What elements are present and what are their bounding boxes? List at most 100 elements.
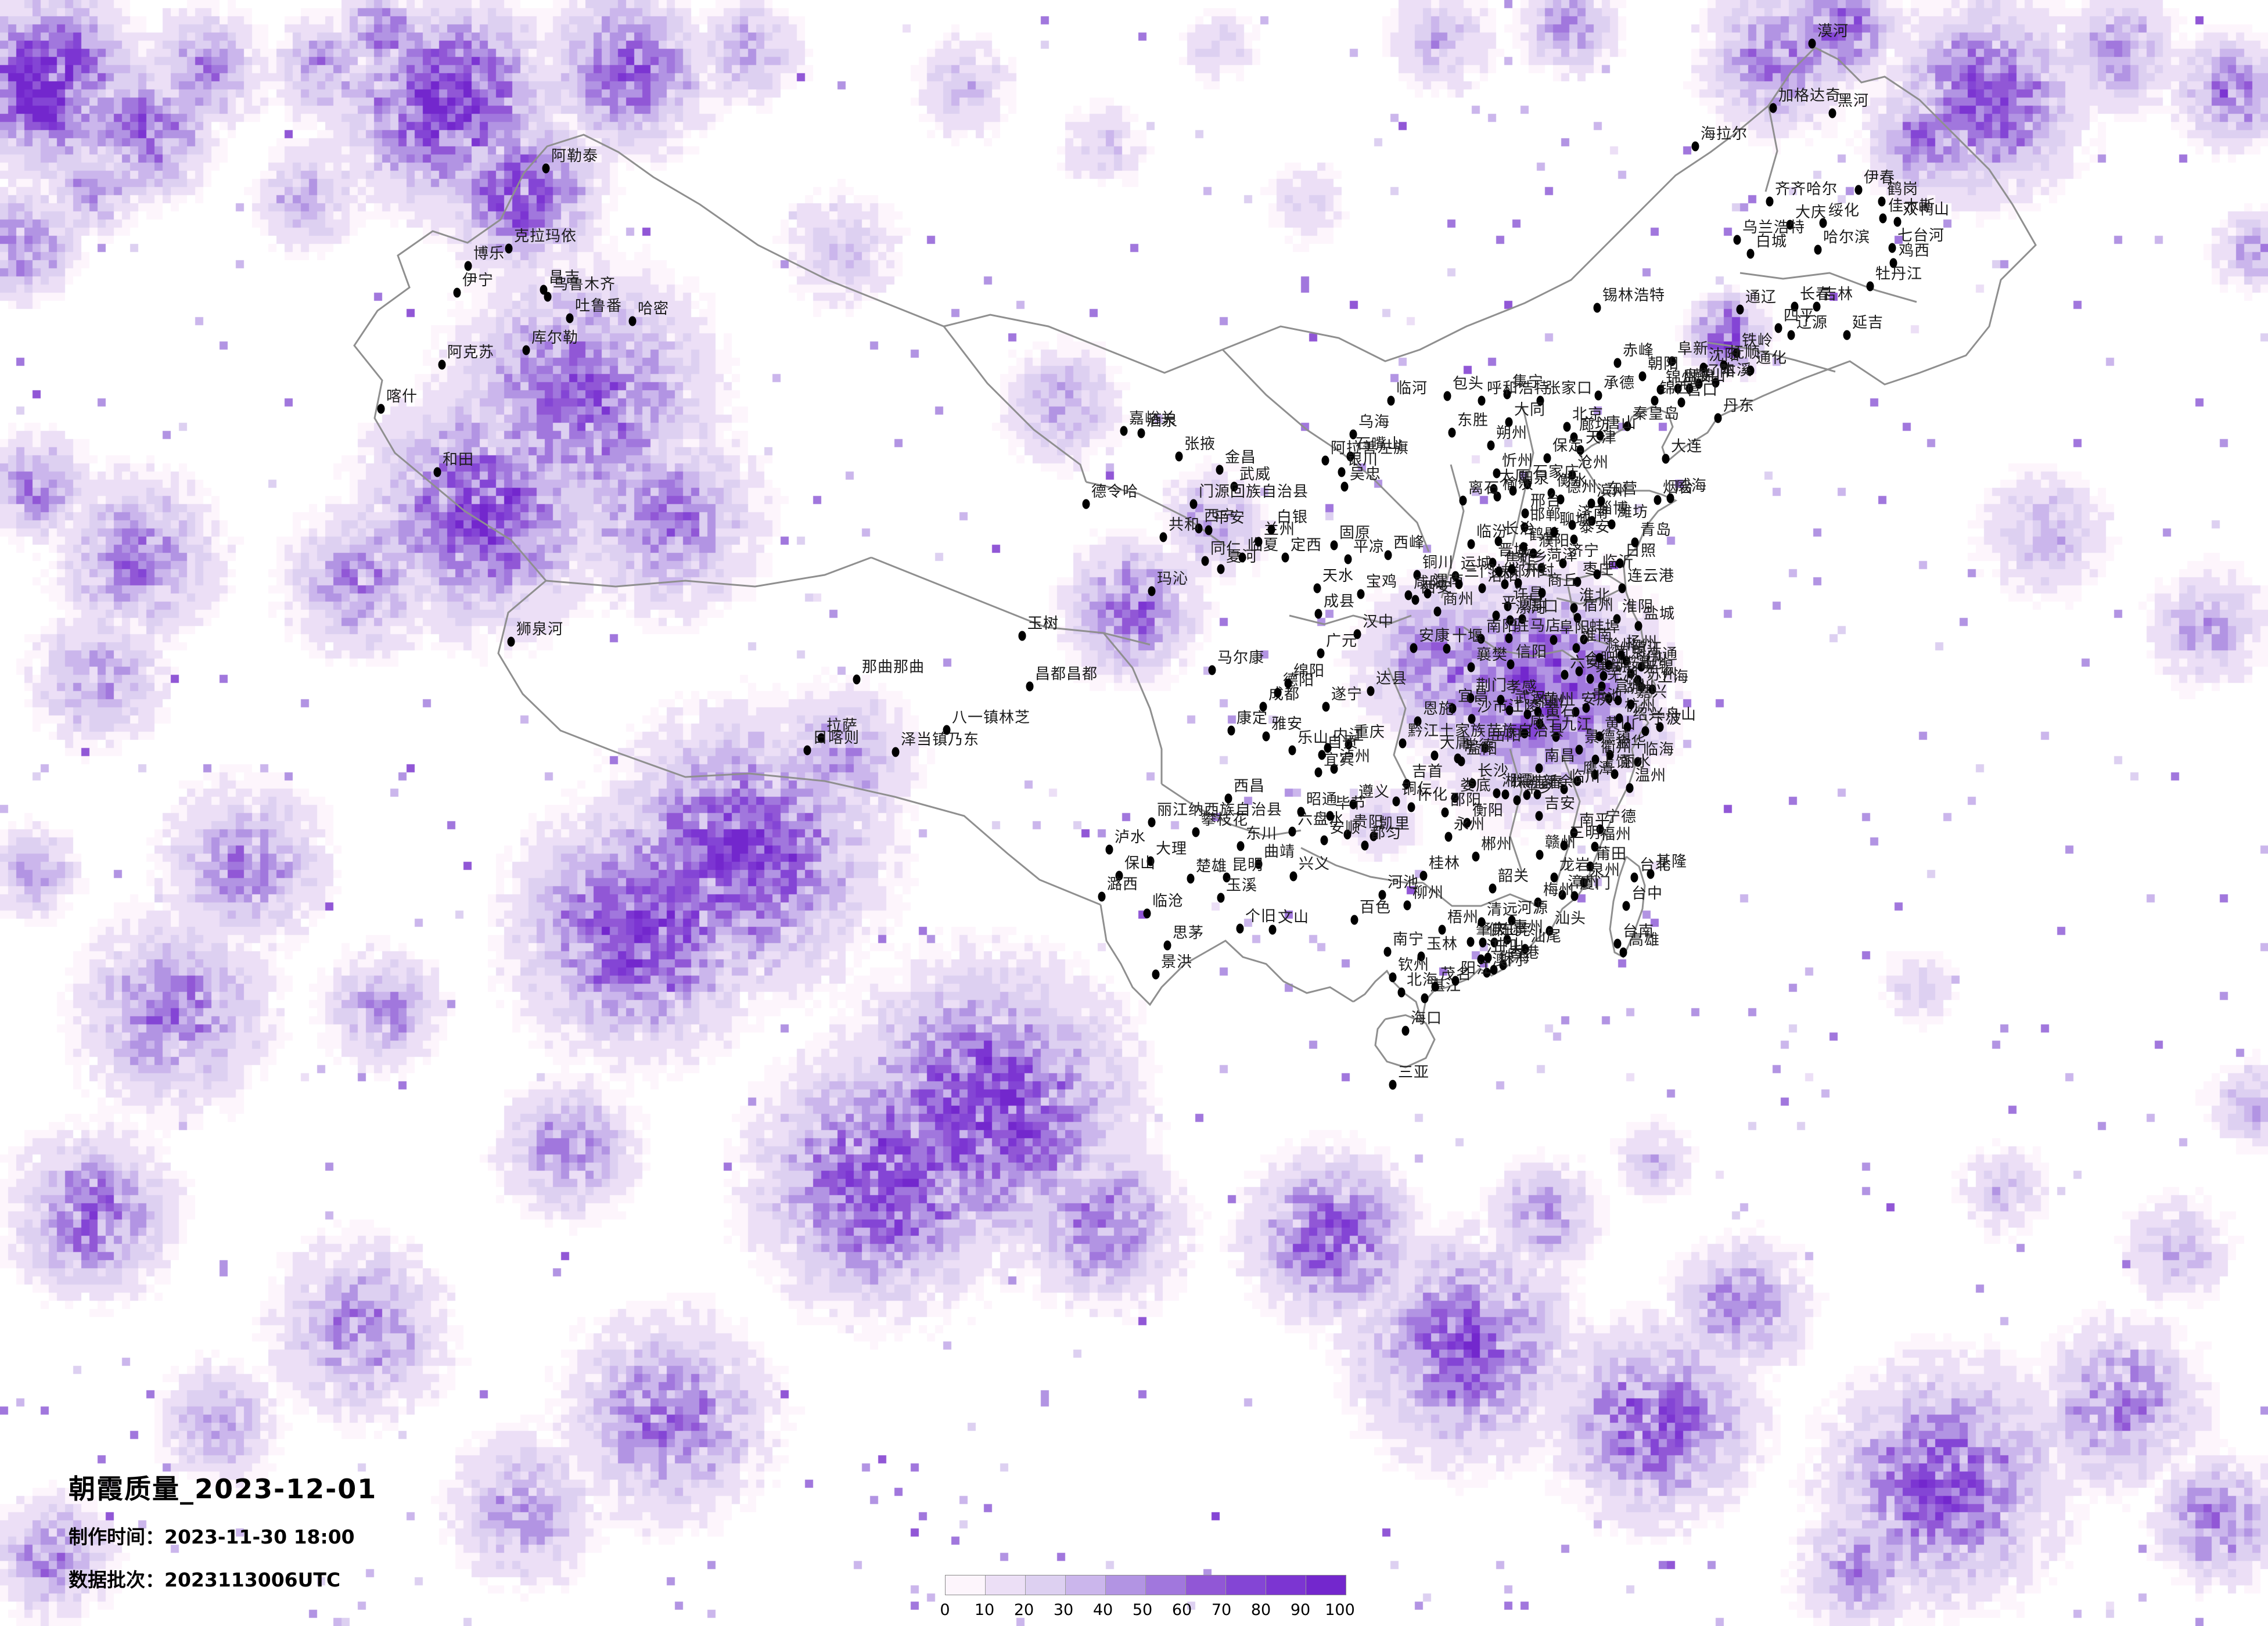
legend-swatch — [1026, 1575, 1066, 1595]
city-dot — [1448, 703, 1457, 714]
city-label: 邵阳 — [1450, 792, 1482, 809]
city-dot — [1634, 757, 1642, 767]
city-dot — [1656, 384, 1665, 395]
city-dot — [1814, 244, 1822, 255]
city-label: 宜春 — [1532, 774, 1564, 792]
city-label: 同仁 — [1210, 540, 1242, 557]
city-label: 达县 — [1376, 670, 1408, 688]
city-label: 扬州 — [1626, 634, 1658, 652]
city-dot — [1568, 470, 1576, 480]
city-dot — [1318, 750, 1326, 760]
city-dot — [1637, 661, 1645, 672]
city-label: 汕头 — [1555, 910, 1587, 927]
city-label: 双鸭山 — [1903, 201, 1950, 218]
city-label: 黄石 — [1545, 703, 1577, 720]
city-dot — [1384, 550, 1392, 560]
city-dot — [1586, 861, 1594, 872]
city-dot — [1637, 682, 1645, 692]
city-dot — [1424, 588, 1432, 599]
city-label: 漠河 — [1817, 23, 1849, 40]
city-label: 长春 — [1800, 286, 1832, 303]
city-dot — [1536, 718, 1544, 729]
city-label: 南阳 — [1486, 618, 1518, 635]
city-label: 临沧 — [1152, 893, 1184, 910]
city-dot — [1330, 764, 1338, 774]
city-label: 柳州 — [1412, 884, 1444, 902]
city-dot — [1699, 362, 1708, 373]
city-dot — [1490, 484, 1498, 494]
city-dot — [1026, 681, 1034, 692]
city-dot — [1558, 890, 1566, 900]
province-border-line — [1463, 626, 1580, 663]
city-dot — [1570, 891, 1579, 901]
city-label: 日喀则 — [813, 729, 860, 747]
city-label: 克拉玛依 — [514, 228, 577, 245]
city-label: 广元 — [1326, 632, 1358, 650]
city-dot — [566, 313, 574, 323]
city-dot — [1638, 371, 1647, 382]
city-dot — [1018, 631, 1026, 641]
city-label: 绥化 — [1828, 202, 1860, 220]
city-dot — [1493, 788, 1501, 798]
city-label: 梅州 — [1543, 882, 1575, 899]
province-border-line — [1509, 749, 1523, 872]
legend-swatch — [1266, 1575, 1306, 1595]
city-label: 宜昌 — [1458, 688, 1490, 705]
city-dot — [1596, 430, 1604, 441]
city-label: 常德 — [1463, 738, 1495, 755]
city-label: 孝感 — [1506, 679, 1538, 696]
city-dot — [1120, 426, 1128, 436]
city-label: 舟山 — [1665, 706, 1697, 724]
city-label: 沧州 — [1577, 454, 1609, 472]
city-label: 伊春 — [1864, 169, 1896, 186]
city-label: 芜湖 — [1607, 665, 1639, 683]
city-dot — [1455, 579, 1463, 589]
city-dot — [1281, 552, 1289, 563]
city-dot — [433, 467, 441, 477]
city-label: 毕节 — [1335, 795, 1367, 812]
city-label: 乌鲁木齐 — [553, 276, 616, 293]
city-label: 西宁 — [1204, 508, 1236, 525]
city-label: 淮北 — [1579, 587, 1611, 605]
city-label: 昌都昌都 — [1035, 665, 1098, 683]
city-dot — [1534, 897, 1542, 908]
city-dot — [1622, 901, 1630, 911]
city-label: 荆门 — [1476, 677, 1508, 695]
city-label: 共和 — [1169, 516, 1201, 534]
city-dot — [1443, 391, 1451, 401]
city-label: 宣州 — [1614, 678, 1646, 695]
city-dot — [817, 733, 825, 743]
city-label: 遂宁 — [1331, 686, 1363, 703]
city-dot — [1487, 440, 1495, 451]
city-label: 基隆 — [1656, 853, 1688, 870]
city-dot — [453, 287, 461, 298]
city-label: 汕尾 — [1530, 928, 1562, 945]
city-dot — [1594, 390, 1602, 401]
city-label: 乌兰浩特 — [1742, 219, 1806, 236]
city-dot — [1223, 872, 1231, 883]
city-dot — [1521, 508, 1529, 519]
city-label: 八一镇林芝 — [952, 709, 1031, 726]
city-dot — [1714, 413, 1722, 423]
city-label: 景洪 — [1161, 954, 1193, 971]
city-dot — [1444, 832, 1453, 842]
city-dot — [1477, 954, 1485, 965]
city-dot — [1600, 671, 1608, 681]
city-dot — [1492, 610, 1500, 621]
city-dot — [1570, 432, 1578, 443]
city-dot — [1495, 566, 1503, 577]
city-label: 黔江土家族苗族自治县 — [1408, 722, 1565, 740]
city-dot — [1535, 763, 1543, 774]
province-border-line — [1422, 882, 1540, 907]
city-label: 嘉峪关 — [1129, 410, 1177, 427]
city-label: 中山 — [1493, 937, 1525, 954]
city-label: 临汾 — [1476, 523, 1508, 541]
city-dot — [1791, 301, 1799, 312]
city-label: 商丘 — [1547, 572, 1579, 589]
city-label: 铜仁 — [1401, 780, 1433, 798]
city-label: 大理 — [1156, 840, 1188, 858]
legend-tick-label: 30 — [1053, 1601, 1074, 1619]
legend-tick-label: 50 — [1132, 1601, 1153, 1619]
city-dot — [1514, 578, 1522, 588]
city-label: 温州 — [1635, 767, 1667, 785]
